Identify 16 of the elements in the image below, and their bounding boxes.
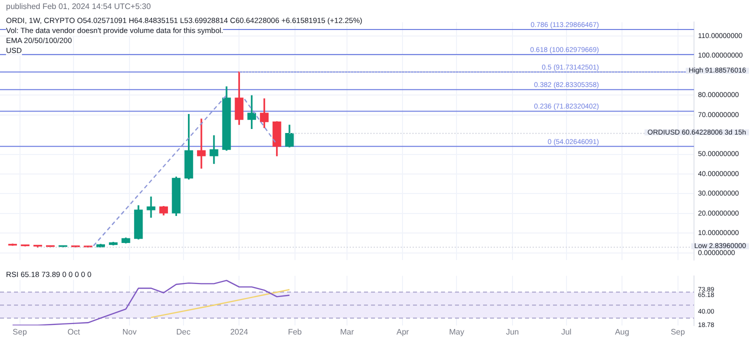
x-tick-label: Feb [288,327,302,336]
x-tick-label: Sep [670,327,686,336]
x-tick-label: 2024 [230,327,249,336]
x-tick-label: Mar [340,327,354,336]
x-tick-label: Nov [122,327,137,336]
candlestick [146,196,156,218]
x-tick-label: Oct [67,327,81,336]
x-tick-label: May [449,327,464,336]
x-tick-label: Sep [12,327,28,336]
x-tick-label: Jul [561,327,572,336]
x-tick-label: Jun [506,327,519,336]
x-tick-label: Apr [396,327,410,336]
chart-title: published Feb 01, 2024 14:54 UTC+5:30 [5,1,152,13]
candlestick [210,135,218,164]
x-tick-label: Aug [614,327,630,336]
x-tick-label: Dec [176,327,191,336]
